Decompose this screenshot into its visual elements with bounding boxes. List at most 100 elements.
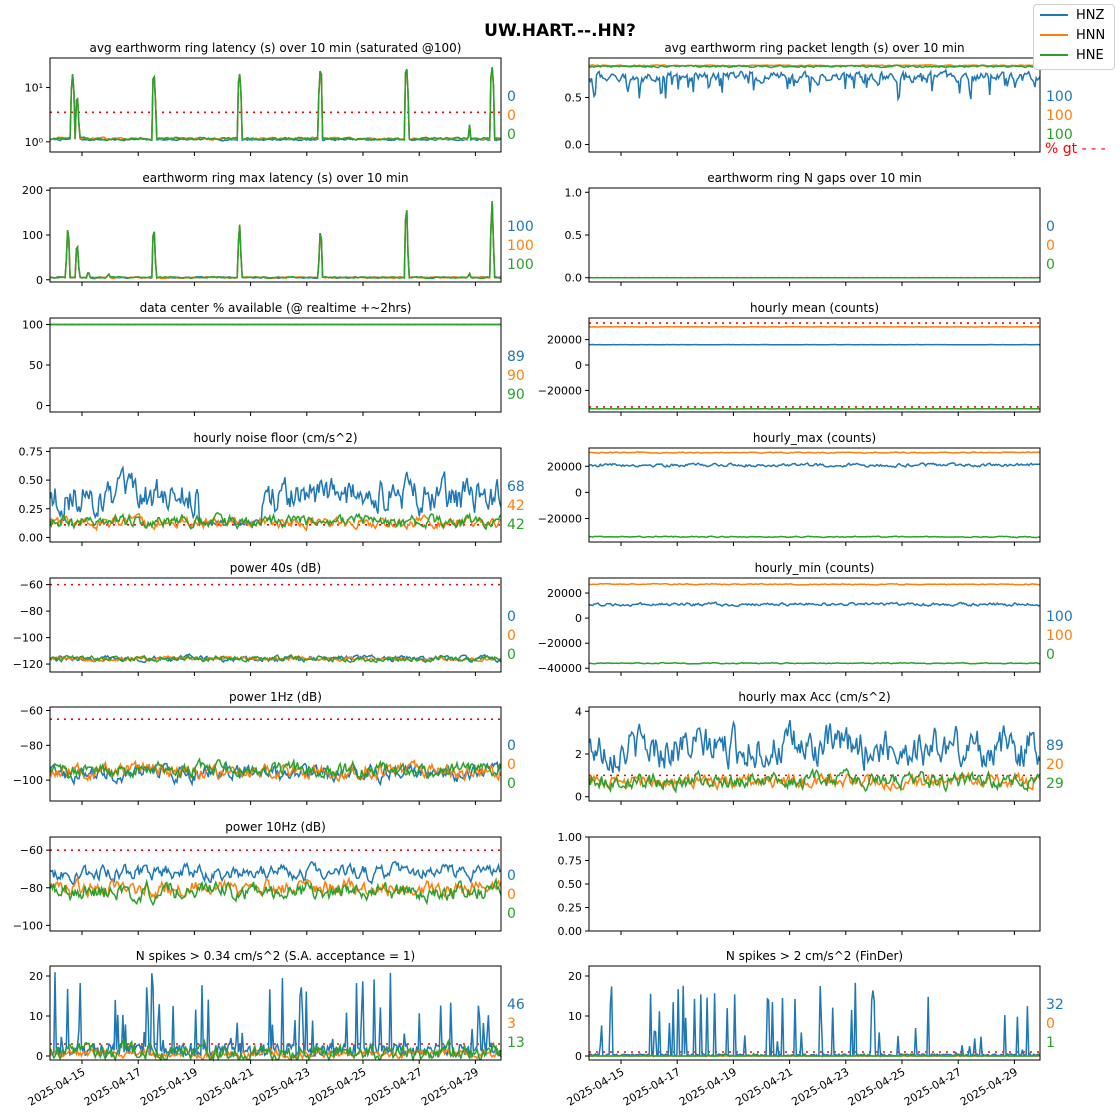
- x-tick-label: 2025-04-19: [138, 1065, 200, 1108]
- pct-label-hne: 0: [1046, 257, 1055, 273]
- x-tick-label: 2025-04-15: [26, 1065, 88, 1108]
- pct-label-hnn: 100: [1046, 108, 1073, 124]
- pct-label-hnn: 0: [507, 757, 516, 773]
- y-tick-label: 2: [575, 748, 582, 761]
- subplot-title: hourly mean (counts): [750, 301, 879, 315]
- y-tick-label: 100: [22, 229, 43, 242]
- subplot-7: hourly noise floor (cm/s^2) 0.00 0.25 0.50 0…: [19, 431, 525, 546]
- y-tick-label: 0.00: [19, 531, 44, 544]
- y-tick-label: 20000: [547, 587, 582, 600]
- pct-label-hnz: 0: [507, 89, 516, 105]
- series-line-hne: [589, 661, 1041, 665]
- series-line-hne: [49, 1038, 502, 1063]
- x-tick-label: 2025-04-17: [82, 1065, 144, 1108]
- pct-label-hnz: 100: [1046, 89, 1073, 105]
- pct-label-hnn: 100: [507, 238, 534, 254]
- pct-label-hne: 0: [507, 127, 516, 143]
- subplot-title: N spikes > 2 cm/s^2 (FinDer): [726, 949, 903, 963]
- subplot-title: earthworm ring max latency (s) over 10 m…: [142, 171, 408, 185]
- series-line-hne: [589, 1052, 1041, 1058]
- axes-frame: [49, 317, 502, 413]
- pct-label-hne: 0: [507, 647, 516, 663]
- pct-label-hnn: 42: [507, 498, 525, 514]
- y-tick-label: 0.75: [558, 855, 583, 868]
- y-tick-label: −60: [20, 704, 43, 717]
- y-tick-label: 0: [575, 612, 582, 625]
- subplot-6: hourly mean (counts) −20000 0 20000: [538, 301, 1041, 416]
- pct-label-hnz: 0: [507, 738, 516, 754]
- x-tick-label: 2025-04-17: [621, 1065, 683, 1108]
- subplot-title: earthworm ring N gaps over 10 min: [707, 171, 921, 185]
- subplot-14: 0.00 0.25 0.50 0.75 1.00: [558, 831, 1041, 938]
- y-tick-label: 20: [568, 970, 582, 983]
- subplot-title: avg earthworm ring packet length (s) ove…: [664, 41, 964, 55]
- pct-label-hnn: 0: [507, 887, 516, 903]
- y-tick-label: 0.25: [19, 503, 44, 516]
- pct-label-hnn: 20: [1046, 757, 1064, 773]
- series-line-hne: [49, 67, 502, 142]
- series-line-hnz: [49, 465, 502, 528]
- x-tick-label: 2025-04-27: [363, 1065, 425, 1108]
- pct-label-hnz: 100: [507, 219, 534, 235]
- legend-label-hnz: HNZ: [1076, 7, 1105, 23]
- x-tick-label: 2025-04-21: [733, 1065, 795, 1108]
- series-line-hnz: [49, 972, 502, 1059]
- pct-label-hnz: 0: [507, 868, 516, 884]
- pct-label-hnz: 0: [1046, 219, 1055, 235]
- y-tick-label: 0: [36, 400, 43, 413]
- series-line-hnz: [589, 461, 1041, 469]
- x-tick-label: 2025-04-25: [307, 1065, 369, 1108]
- legend-item-hne: HNE: [1040, 45, 1114, 65]
- legend-item-hnz: HNZ: [1040, 5, 1114, 25]
- x-tick-label: 2025-04-29: [958, 1065, 1020, 1108]
- subplot-9: power 40s (dB) −120 −100 −80 −60 0 0 0: [13, 561, 516, 676]
- axes-frame: [49, 577, 502, 673]
- legend-swatch-hnz: [1040, 14, 1068, 16]
- y-tick-label: 1.00: [558, 831, 583, 844]
- pct-label-hne: 0: [1046, 647, 1055, 663]
- y-tick-label: 1.0: [565, 186, 583, 199]
- y-tick-label: 10: [568, 1010, 582, 1023]
- series-line-hne: [49, 757, 502, 782]
- x-tick-label: 2025-04-23: [789, 1065, 851, 1108]
- axes-frame: [588, 836, 1041, 932]
- y-tick-label: 0: [575, 359, 582, 372]
- series-line-hnz: [49, 67, 502, 142]
- axes-frame: [49, 706, 502, 802]
- pct-label-hne: 100: [507, 257, 534, 273]
- subplot-12: hourly max Acc (cm/s^2) 0 2 4 89 20 29: [575, 690, 1064, 805]
- pct-label-hnn: 100: [1046, 628, 1073, 644]
- pct-label-hnn: 90: [507, 368, 525, 384]
- y-tick-label: −80: [20, 739, 43, 752]
- axes-frame: [49, 187, 502, 283]
- y-tick-label: 0.75: [19, 445, 44, 458]
- y-tick-label: 10¹: [25, 82, 43, 95]
- axes-frame: [49, 57, 502, 153]
- pct-label-hnn: 3: [507, 1016, 516, 1032]
- series-line-hnz: [49, 653, 502, 664]
- y-tick-label: 10⁰: [25, 136, 44, 149]
- series-line-hnz: [49, 201, 501, 280]
- series-line-hne: [49, 654, 502, 664]
- y-tick-label: −100: [13, 774, 43, 787]
- subplot-8: hourly_max (counts) −20000 0 20000: [538, 431, 1041, 546]
- subplot-title: power 40s (dB): [230, 561, 321, 575]
- subplot-title: hourly_max (counts): [753, 431, 876, 445]
- series-line-hne: [49, 201, 502, 280]
- series-line-hnn: [588, 64, 1041, 67]
- y-tick-label: 20: [29, 970, 43, 983]
- axes-frame: [588, 577, 1041, 673]
- y-tick-label: −40000: [538, 662, 582, 675]
- pct-label-hne: 13: [507, 1035, 525, 1051]
- subplot-title: power 10Hz (dB): [225, 820, 326, 834]
- y-tick-label: 0: [575, 486, 582, 499]
- pct-gt-label: % gt - - -: [1045, 141, 1106, 157]
- y-tick-label: −100: [13, 632, 43, 645]
- series-line-hnz: [49, 860, 502, 886]
- y-tick-label: 0: [575, 791, 582, 804]
- series-line-hne: [49, 512, 502, 531]
- y-tick-label: 200: [22, 184, 43, 197]
- subplot-15: N spikes > 0.34 cm/s^2 (S.A. acceptance …: [26, 949, 525, 1109]
- subplot-5: data center % available (@ realtime +~2h…: [22, 301, 525, 416]
- y-tick-label: 0.0: [565, 138, 583, 151]
